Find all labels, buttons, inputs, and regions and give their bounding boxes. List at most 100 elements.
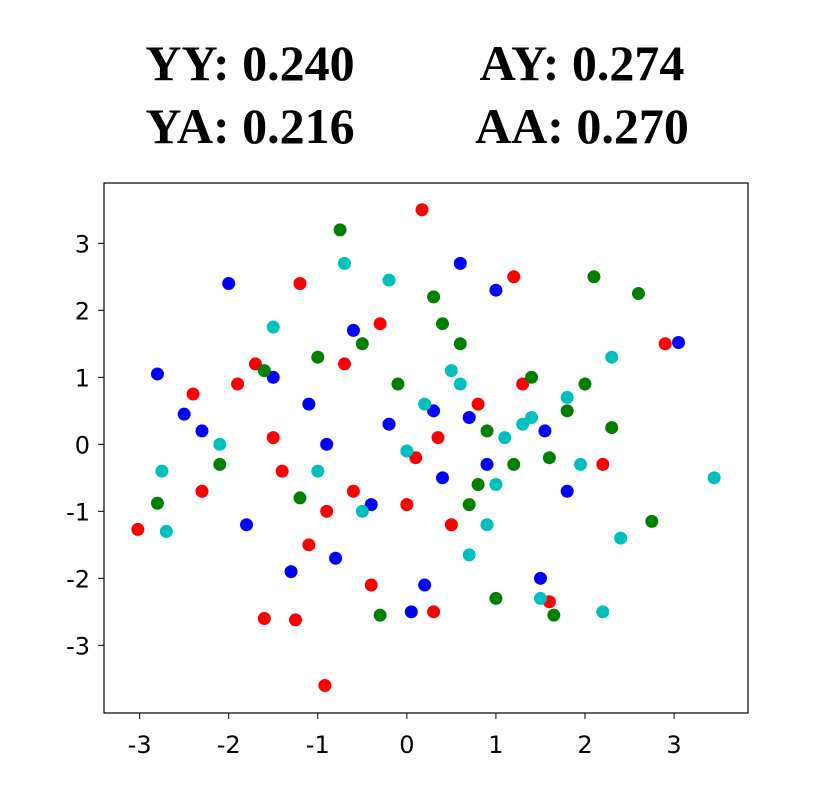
scatter-point [355,337,369,351]
plot-frame [103,182,749,714]
scatter-point [596,605,610,619]
scatter-point [266,320,280,334]
scatter-point [293,491,307,505]
scatter-point [337,256,351,270]
title-text: YY: 0.240 [145,35,354,91]
scatter-point [587,270,601,284]
x-tick-label: -2 [217,731,241,759]
scatter-point [320,504,334,518]
scatter-point [409,451,423,465]
scatter-point [318,679,332,693]
scatter-point [462,498,476,512]
scatter-point [631,287,645,301]
y-tick-label: -2 [66,565,90,593]
scatter-point [427,290,441,304]
y-tick-label: 3 [75,230,90,258]
scatter-point [560,404,574,418]
scatter-point [480,424,494,438]
scatter-point [186,387,200,401]
scatter-point [364,578,378,592]
scatter-point [453,337,467,351]
scatter-point [289,613,303,627]
scatter-point [257,612,271,626]
scatter-point [516,377,530,391]
scatter-point [159,524,173,538]
y-tick-label: 1 [75,364,90,392]
scatter-point [542,451,556,465]
scatter-point [150,496,164,510]
scatter-point [480,518,494,532]
scatter-point [498,431,512,445]
scatter-point [533,591,547,605]
scatter-point [373,608,387,622]
scatter-point [195,484,209,498]
scatter-point [155,464,169,478]
scatter-point [507,457,521,471]
scatter-point [435,471,449,485]
scatter-point [364,498,378,512]
scatter-point [547,608,561,622]
scatter-point [177,407,191,421]
scatter-point [507,270,521,284]
title-text: AY: 0.274 [480,35,685,91]
x-tick-label: -3 [128,731,152,759]
scatter-point [415,203,429,217]
scatter-point [302,397,316,411]
scatter-point [222,277,236,291]
scatter-point [311,350,325,364]
y-tick-label: 2 [75,297,90,325]
scatter-point [605,350,619,364]
scatter-point [400,444,414,458]
scatter-point [248,357,262,371]
scatter-point [538,424,552,438]
scatter-point [418,578,432,592]
scatter-point [346,323,360,337]
scatter-point [516,417,530,431]
scatter-point [418,397,432,411]
scatter-point [213,457,227,471]
x-tick-label: -1 [306,731,330,759]
scatter-point [333,223,347,237]
scatter-point [320,437,334,451]
scatter-point [596,457,610,471]
scatter-point [337,357,351,371]
scatter-point [614,531,628,545]
x-tick-label: 1 [488,731,503,759]
scatter-point [471,397,485,411]
scatter-point [382,273,396,287]
scatter-point [444,518,458,532]
scatter-point [293,277,307,291]
scatter-point [266,370,280,384]
scatter-point [480,457,494,471]
scatter-point [560,484,574,498]
scatter-point [391,377,405,391]
scatter-point [435,317,449,331]
scatter-point [231,377,245,391]
scatter-point [645,514,659,528]
scatter-point [431,431,445,445]
title-text: AA: 0.270 [475,98,689,154]
scatter-point [658,337,672,351]
scatter-point [489,591,503,605]
scatter-point [462,411,476,425]
scatter-point [533,571,547,585]
x-tick-label: 3 [666,731,681,759]
scatter-point [525,370,539,384]
scatter-point [382,417,396,431]
scatter-point [373,317,387,331]
scatter-point [453,256,467,270]
scatter-point [355,504,369,518]
scatter-point [574,457,588,471]
scatter-point [150,367,164,381]
y-tick-label: -3 [66,632,90,660]
scatter-point [578,377,592,391]
scatter-point [444,364,458,378]
y-tick-label: 0 [75,431,90,459]
scatter-point [453,377,467,391]
scatter-point [560,390,574,404]
scatter-point [284,565,298,579]
scatter-point [471,478,485,492]
scatter-point [707,471,721,485]
